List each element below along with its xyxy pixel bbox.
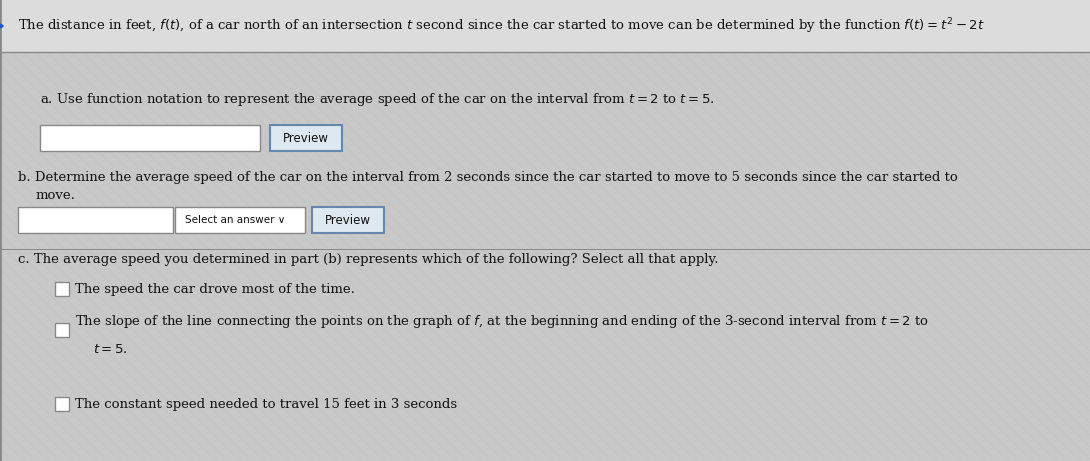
- FancyBboxPatch shape: [40, 125, 261, 151]
- FancyBboxPatch shape: [312, 207, 384, 233]
- Text: c. The average speed you determined in part (b) represents which of the followin: c. The average speed you determined in p…: [19, 253, 718, 266]
- Text: move.: move.: [36, 189, 76, 202]
- Text: Preview: Preview: [325, 213, 371, 226]
- Text: The slope of the line connecting the points on the graph of $f$, at the beginnin: The slope of the line connecting the poi…: [75, 313, 929, 331]
- Text: a. Use function notation to represent the average speed of the car on the interv: a. Use function notation to represent th…: [40, 91, 715, 108]
- Text: The constant speed needed to travel 15 feet in 3 seconds: The constant speed needed to travel 15 f…: [75, 397, 457, 410]
- FancyBboxPatch shape: [54, 282, 69, 296]
- FancyBboxPatch shape: [0, 0, 1090, 52]
- Text: The distance in feet, $f(t)$, of a car north of an intersection $t$ second since: The distance in feet, $f(t)$, of a car n…: [19, 16, 985, 36]
- Text: The speed the car drove most of the time.: The speed the car drove most of the time…: [75, 283, 355, 296]
- FancyBboxPatch shape: [175, 207, 305, 233]
- FancyBboxPatch shape: [54, 397, 69, 411]
- Text: Select an answer ∨: Select an answer ∨: [185, 215, 286, 225]
- FancyBboxPatch shape: [19, 207, 173, 233]
- Text: $t = 5$.: $t = 5$.: [93, 343, 128, 356]
- FancyBboxPatch shape: [270, 125, 342, 151]
- Text: b. Determine the average speed of the car on the interval from 2 seconds since t: b. Determine the average speed of the ca…: [19, 171, 958, 184]
- FancyBboxPatch shape: [54, 323, 69, 337]
- Text: Preview: Preview: [283, 131, 329, 144]
